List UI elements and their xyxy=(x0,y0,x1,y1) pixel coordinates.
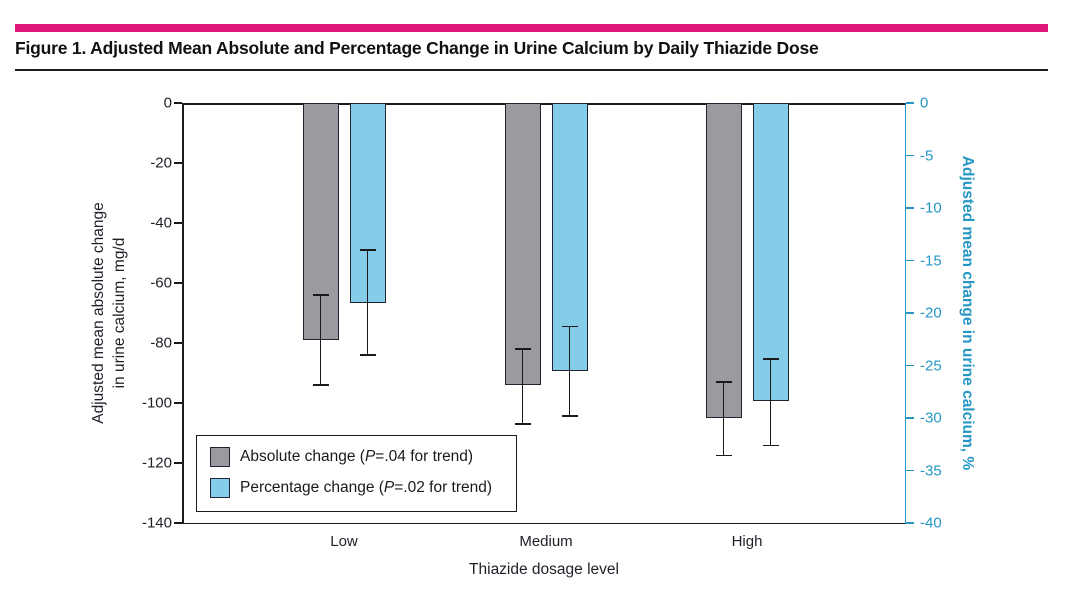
left-axis-line xyxy=(182,103,184,524)
plot-area: 0 -20 -40 -60 -80 -100 -120 -140 0 -5 -10 -15 -20 -2… xyxy=(142,95,942,532)
category-label-medium: Medium xyxy=(519,533,573,550)
left-tick-mark xyxy=(174,402,182,404)
right-tick-mark xyxy=(906,364,914,367)
left-axis-label: Adjusted mean absolute change in urine c… xyxy=(90,202,128,424)
right-tick-label: -5 xyxy=(920,147,934,164)
left-tick-mark xyxy=(174,102,182,104)
error-bar-line xyxy=(521,349,524,424)
right-tick-label: -20 xyxy=(920,304,942,322)
legend-swatch xyxy=(210,447,230,467)
figure-title: Figure 1. Adjusted Mean Absolute and Per… xyxy=(15,38,819,58)
error-bar-line xyxy=(568,326,571,416)
x-axis-title: Thiazide dosage level xyxy=(469,561,619,578)
bottom-axis-line xyxy=(183,522,905,524)
error-bar-cap-bottom xyxy=(561,415,578,417)
error-bar-cap-top xyxy=(514,348,531,350)
right-tick-mark xyxy=(906,154,914,157)
legend: Absolute change (P=.04 for trend) Percent… xyxy=(196,435,517,512)
left-tick-label: -20 xyxy=(150,154,172,172)
error-bar-cap-top xyxy=(359,249,376,251)
right-tick-mark xyxy=(906,207,914,209)
error-bar-cap-bottom xyxy=(312,384,329,386)
right-tick-label: -25 xyxy=(920,357,942,374)
legend-item-percentage-change: Percentage change (P=.02 for trend) xyxy=(210,478,504,498)
left-tick-label: 0 xyxy=(163,94,172,112)
left-tick-mark xyxy=(174,462,182,464)
bar-absolute-change-high xyxy=(705,103,742,418)
right-tick-mark xyxy=(906,312,914,314)
category-label-low: Low xyxy=(330,533,358,550)
error-bar-line xyxy=(722,382,725,456)
category-labels: Low Medium High xyxy=(183,533,905,553)
error-bar-cap-top xyxy=(561,325,578,328)
right-tick-mark xyxy=(906,102,914,104)
legend-label: Absolute change (P=.04 for trend) xyxy=(240,448,474,465)
right-tick-label: -35 xyxy=(920,462,942,479)
error-bar-cap-top xyxy=(312,294,329,296)
left-tick-label: -80 xyxy=(150,334,172,352)
left-tick-label: -140 xyxy=(141,514,172,532)
error-bar-cap-top xyxy=(715,381,732,383)
left-tick-label: -100 xyxy=(141,394,172,412)
zero-baseline xyxy=(183,103,905,105)
error-bar-line xyxy=(366,250,369,355)
right-tick-mark xyxy=(906,469,914,472)
right-axis-line xyxy=(904,103,906,524)
title-rule xyxy=(15,69,1048,71)
accent-bar xyxy=(15,24,1048,32)
right-tick-label: -15 xyxy=(920,252,942,269)
left-tick-label: -120 xyxy=(141,454,172,472)
category-label-high: High xyxy=(731,533,763,550)
error-bar-cap-bottom xyxy=(715,454,732,457)
right-tick-mark xyxy=(906,417,914,419)
legend-label: Percentage change (P=.02 for trend) xyxy=(240,479,493,496)
left-tick-mark xyxy=(174,522,182,524)
left-tick-mark xyxy=(174,222,182,224)
right-tick-label: -40 xyxy=(920,514,942,532)
error-bar-cap-bottom xyxy=(762,444,779,447)
right-tick-label: -10 xyxy=(920,199,942,217)
legend-item-absolute-change: Absolute change (P=.04 for trend) xyxy=(210,447,504,467)
legend-swatch xyxy=(210,478,230,498)
left-tick-mark xyxy=(174,162,182,164)
bar-absolute-change-medium xyxy=(504,103,541,385)
right-tick-mark xyxy=(906,259,914,262)
bar-percentage-change-high xyxy=(752,103,789,402)
left-tick-mark xyxy=(174,282,182,284)
right-tick-label: -30 xyxy=(920,409,942,427)
error-bar-line xyxy=(769,359,772,446)
left-tick-mark xyxy=(174,342,182,344)
error-bar-cap-bottom xyxy=(514,423,531,425)
right-tick-label: 0 xyxy=(920,94,929,112)
left-tick-label: -60 xyxy=(150,274,172,292)
error-bar-cap-top xyxy=(762,358,779,360)
left-tick-label: -40 xyxy=(150,214,172,232)
error-bar-cap-bottom xyxy=(359,354,376,356)
error-bar-line xyxy=(319,295,322,385)
right-tick-mark xyxy=(906,522,914,524)
right-axis-label: Adjusted mean change in urine calcium, % xyxy=(959,155,976,471)
